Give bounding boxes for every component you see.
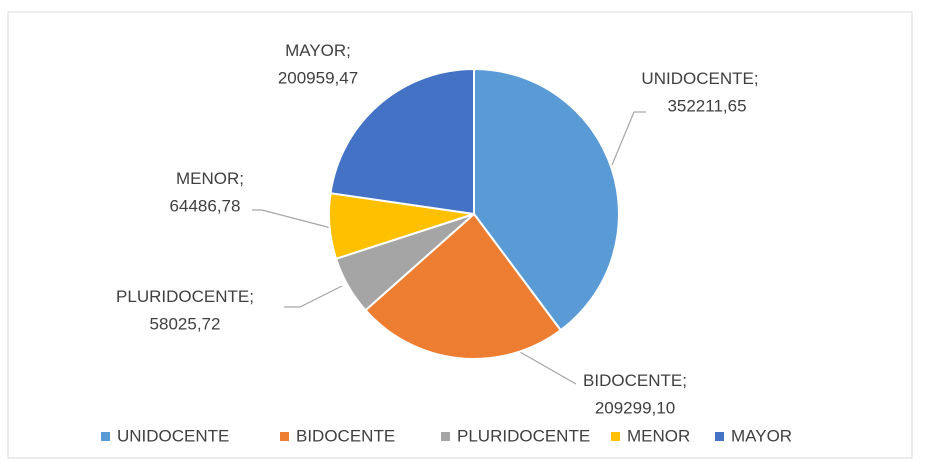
label-separator: ; [682,371,687,390]
data-label-value: 58025,72 [150,314,221,333]
data-label-value: 352211,65 [667,96,746,115]
legend-label: MAYOR [731,426,792,445]
leader-line [252,209,332,229]
category-name: UNIDOCENTE [641,69,753,88]
legend-label: BIDOCENTE [296,426,395,445]
legend-swatch [101,432,110,441]
data-label-name: MENOR; [176,169,244,188]
legend-swatch [715,432,724,441]
leader-lines [252,111,646,385]
data-label-value: 209299,10 [595,398,675,417]
category-name: BIDOCENTE [583,371,682,390]
data-label-value: 64486,78 [170,196,241,215]
legend-swatch [441,432,450,441]
legend-label: PLURIDOCENTE [457,426,590,445]
legend-label: UNIDOCENTE [117,426,229,445]
pie-slice [473,67,620,332]
legend-swatch [280,432,289,441]
category-name: PLURIDOCENTE [116,287,249,306]
leader-line [512,347,577,385]
pie-slice [364,212,563,360]
category-name: MAYOR [285,41,346,60]
label-separator: ; [239,169,244,188]
leader-line [611,111,646,166]
leader-line [284,285,343,308]
legend-swatch [611,432,620,441]
pie-slice [329,67,475,216]
label-separator: ; [346,41,351,60]
category-name: MENOR [176,169,239,188]
data-label-value: 200959,47 [278,68,358,87]
label-separator: ; [754,69,759,88]
data-label-name: UNIDOCENTE; [641,69,758,88]
data-label-name: MAYOR; [285,41,351,60]
data-label-name: PLURIDOCENTE; [116,287,254,306]
label-separator: ; [249,287,254,306]
legend-label: MENOR [627,426,690,445]
data-label-name: BIDOCENTE; [583,371,687,390]
